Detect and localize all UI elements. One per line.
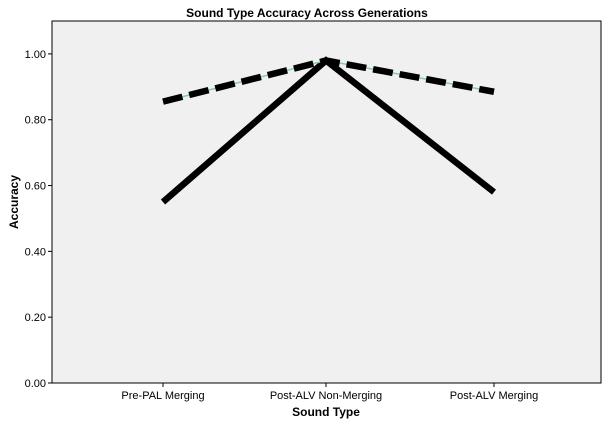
series-layer	[160, 56, 497, 205]
y-tick-label: 0.20	[25, 312, 46, 324]
series-1-point	[494, 91, 495, 92]
x-tick-label: Post-ALV Merging	[450, 390, 538, 402]
y-tick-label: 0.40	[25, 246, 46, 258]
y-tick-label: 0.60	[25, 181, 46, 193]
x-tick-label: Pre-PAL Merging	[121, 390, 204, 402]
x-axis-ticks: Pre-PAL Merging Post-ALV Non-Merging Post-…	[121, 383, 538, 402]
series-0-point	[494, 192, 495, 193]
x-tick-label: Post-ALV Non-Merging	[270, 390, 382, 402]
plot-area	[51, 20, 602, 384]
chart-title: Sound Type Accuracy Across Generations	[186, 6, 428, 20]
x-axis-label: Sound Type	[292, 405, 360, 419]
series-0-point	[163, 202, 164, 203]
series-1-point	[326, 60, 327, 61]
y-tick-label: 0.80	[25, 115, 46, 127]
y-axis-label: Accuracy	[7, 175, 21, 229]
y-tick-label: 1.00	[25, 49, 46, 61]
y-axis-ticks: 0.00 0.20 0.40 0.60 0.80 1.00	[25, 49, 52, 390]
series-1-line	[162, 57, 495, 105]
series-1-point	[163, 101, 164, 102]
y-tick-label: 0.00	[25, 378, 46, 390]
